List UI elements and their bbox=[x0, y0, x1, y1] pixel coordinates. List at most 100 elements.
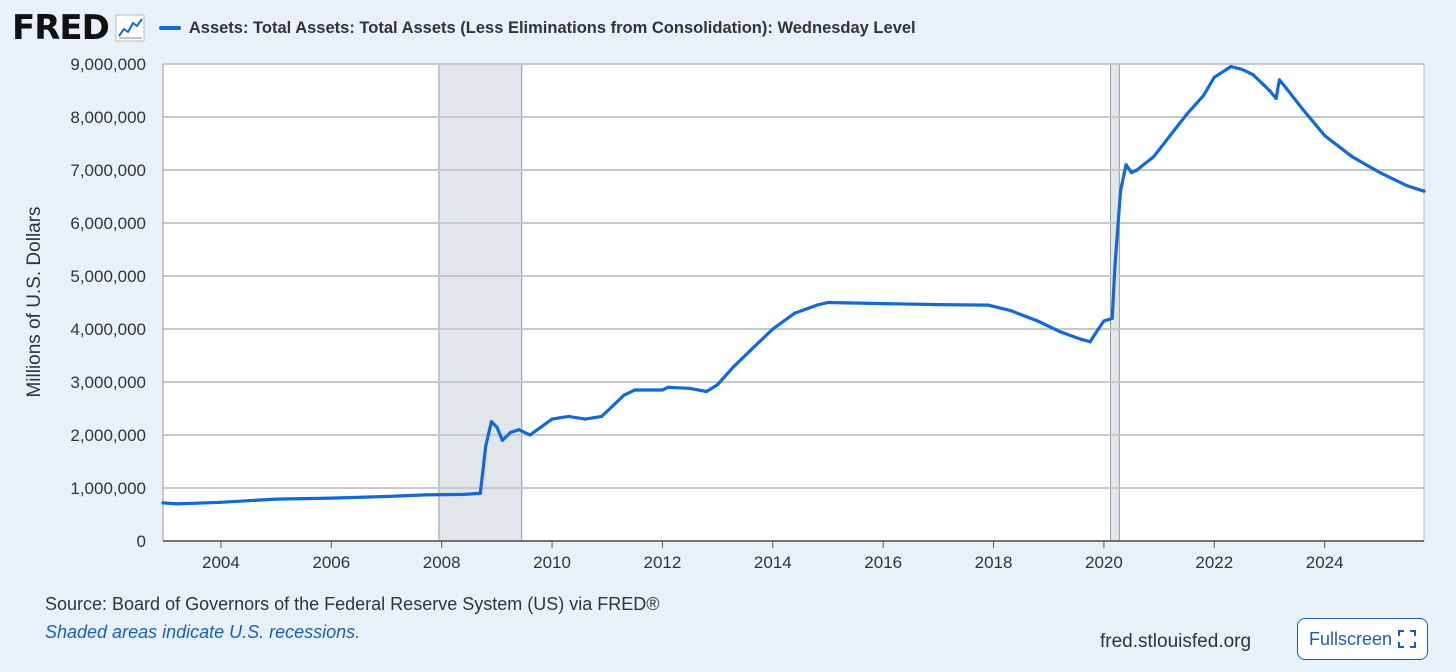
data-point bbox=[1274, 96, 1278, 101]
data-point bbox=[1102, 319, 1106, 323]
data-point bbox=[1110, 316, 1114, 320]
data-point bbox=[1212, 75, 1216, 79]
recession-note: Shaded areas indicate U.S. recessions. bbox=[45, 622, 361, 642]
data-point bbox=[462, 492, 466, 496]
data-point bbox=[1168, 133, 1172, 138]
x-tick-label: 2006 bbox=[312, 553, 350, 572]
data-point bbox=[1422, 189, 1426, 193]
data-point bbox=[219, 500, 223, 504]
data-point bbox=[1229, 65, 1233, 69]
data-point bbox=[826, 300, 830, 305]
x-tick-label: 2014 bbox=[754, 553, 792, 572]
chart-header: FRED Assets: Total Assets: Total Assets … bbox=[12, 8, 916, 48]
data-point bbox=[1151, 155, 1156, 159]
data-point bbox=[688, 386, 692, 390]
fred-logo[interactable]: FRED bbox=[12, 8, 110, 48]
data-point bbox=[384, 494, 389, 499]
recession-band-0 bbox=[438, 64, 522, 541]
x-tick-label: 2024 bbox=[1306, 553, 1344, 572]
data-point bbox=[1240, 67, 1244, 71]
data-point bbox=[1036, 319, 1040, 323]
data-point bbox=[528, 433, 532, 437]
y-tick-label: 0 bbox=[137, 532, 146, 551]
data-point bbox=[274, 497, 278, 501]
data-point bbox=[611, 404, 615, 408]
data-point bbox=[666, 385, 670, 389]
data-point bbox=[484, 444, 488, 448]
data-point bbox=[600, 414, 604, 419]
data-point bbox=[517, 428, 521, 432]
site-link[interactable]: fred.stlouisfed.org bbox=[1100, 631, 1252, 652]
x-tick-label: 2010 bbox=[533, 553, 571, 572]
data-point bbox=[550, 417, 554, 421]
data-point bbox=[1185, 112, 1189, 116]
data-point bbox=[622, 393, 626, 397]
y-tick-label: 4,000,000 bbox=[70, 320, 146, 339]
x-tick-label: 2022 bbox=[1195, 553, 1233, 572]
data-point bbox=[633, 388, 637, 392]
x-tick-label: 2004 bbox=[202, 553, 240, 572]
y-tick-label: 8,000,000 bbox=[70, 108, 146, 127]
data-point bbox=[704, 389, 709, 394]
x-tick-label: 2012 bbox=[644, 553, 682, 572]
y-tick-label: 7,000,000 bbox=[70, 161, 146, 180]
data-point bbox=[1277, 78, 1282, 82]
data-point bbox=[1284, 86, 1288, 90]
data-point bbox=[1405, 184, 1410, 188]
data-point bbox=[1251, 73, 1255, 77]
data-point bbox=[500, 438, 504, 442]
data-point bbox=[644, 388, 648, 392]
series-title: Assets: Total Assets: Total Assets (Less… bbox=[188, 18, 916, 37]
y-tick-label: 2,000,000 bbox=[70, 426, 146, 445]
data-point bbox=[749, 348, 753, 352]
fullscreen-icon bbox=[1398, 630, 1417, 648]
data-point bbox=[478, 491, 482, 495]
data-point bbox=[716, 383, 720, 387]
x-tick-label: 2018 bbox=[975, 553, 1013, 572]
data-point bbox=[1096, 327, 1101, 331]
data-point bbox=[1201, 94, 1205, 98]
fullscreen-button[interactable]: Fullscreen bbox=[1297, 618, 1428, 660]
line-chart-icon bbox=[115, 14, 145, 42]
data-point bbox=[1124, 163, 1128, 167]
data-point bbox=[1350, 155, 1354, 159]
data-point bbox=[1129, 171, 1134, 175]
data-point bbox=[175, 502, 179, 506]
recession-band-1 bbox=[1110, 64, 1120, 541]
y-tick-label: 1,000,000 bbox=[70, 479, 146, 498]
data-point bbox=[881, 301, 885, 306]
data-point bbox=[771, 327, 775, 331]
data-point bbox=[567, 414, 571, 419]
x-tick-label: 2020 bbox=[1085, 553, 1123, 572]
data-point bbox=[1080, 338, 1084, 342]
data-point bbox=[495, 425, 499, 429]
data-point bbox=[509, 430, 513, 434]
data-point bbox=[1262, 83, 1266, 87]
data-point bbox=[1118, 189, 1123, 193]
x-tick-label: 2008 bbox=[423, 553, 461, 572]
data-point bbox=[1008, 308, 1012, 313]
data-point bbox=[1058, 330, 1062, 334]
y-tick-label: 3,000,000 bbox=[70, 373, 146, 392]
data-point bbox=[1323, 133, 1327, 138]
y-tick-label: 6,000,000 bbox=[70, 214, 146, 233]
data-point bbox=[660, 388, 665, 392]
data-point bbox=[583, 417, 587, 421]
plot-area bbox=[163, 64, 1424, 541]
data-point bbox=[1300, 107, 1305, 111]
y-tick-label: 5,000,000 bbox=[70, 267, 146, 286]
fullscreen-label: Fullscreen bbox=[1308, 628, 1393, 649]
x-tick-label: 2016 bbox=[864, 553, 902, 572]
legend-swatch bbox=[158, 26, 181, 30]
line-chart: 0 1,000,000 2,000,000 3,000,000 4,000,000 5,0… bbox=[24, 55, 1426, 572]
data-point bbox=[423, 493, 427, 497]
data-point bbox=[1378, 171, 1382, 175]
data-point bbox=[793, 311, 797, 315]
data-point bbox=[815, 303, 819, 307]
data-point bbox=[732, 364, 736, 368]
data-point bbox=[1113, 263, 1117, 267]
data-point bbox=[1088, 340, 1092, 344]
source-text: Source: Board of Governors of the Federa… bbox=[45, 594, 660, 614]
data-point bbox=[1135, 168, 1139, 172]
data-point bbox=[539, 425, 543, 429]
